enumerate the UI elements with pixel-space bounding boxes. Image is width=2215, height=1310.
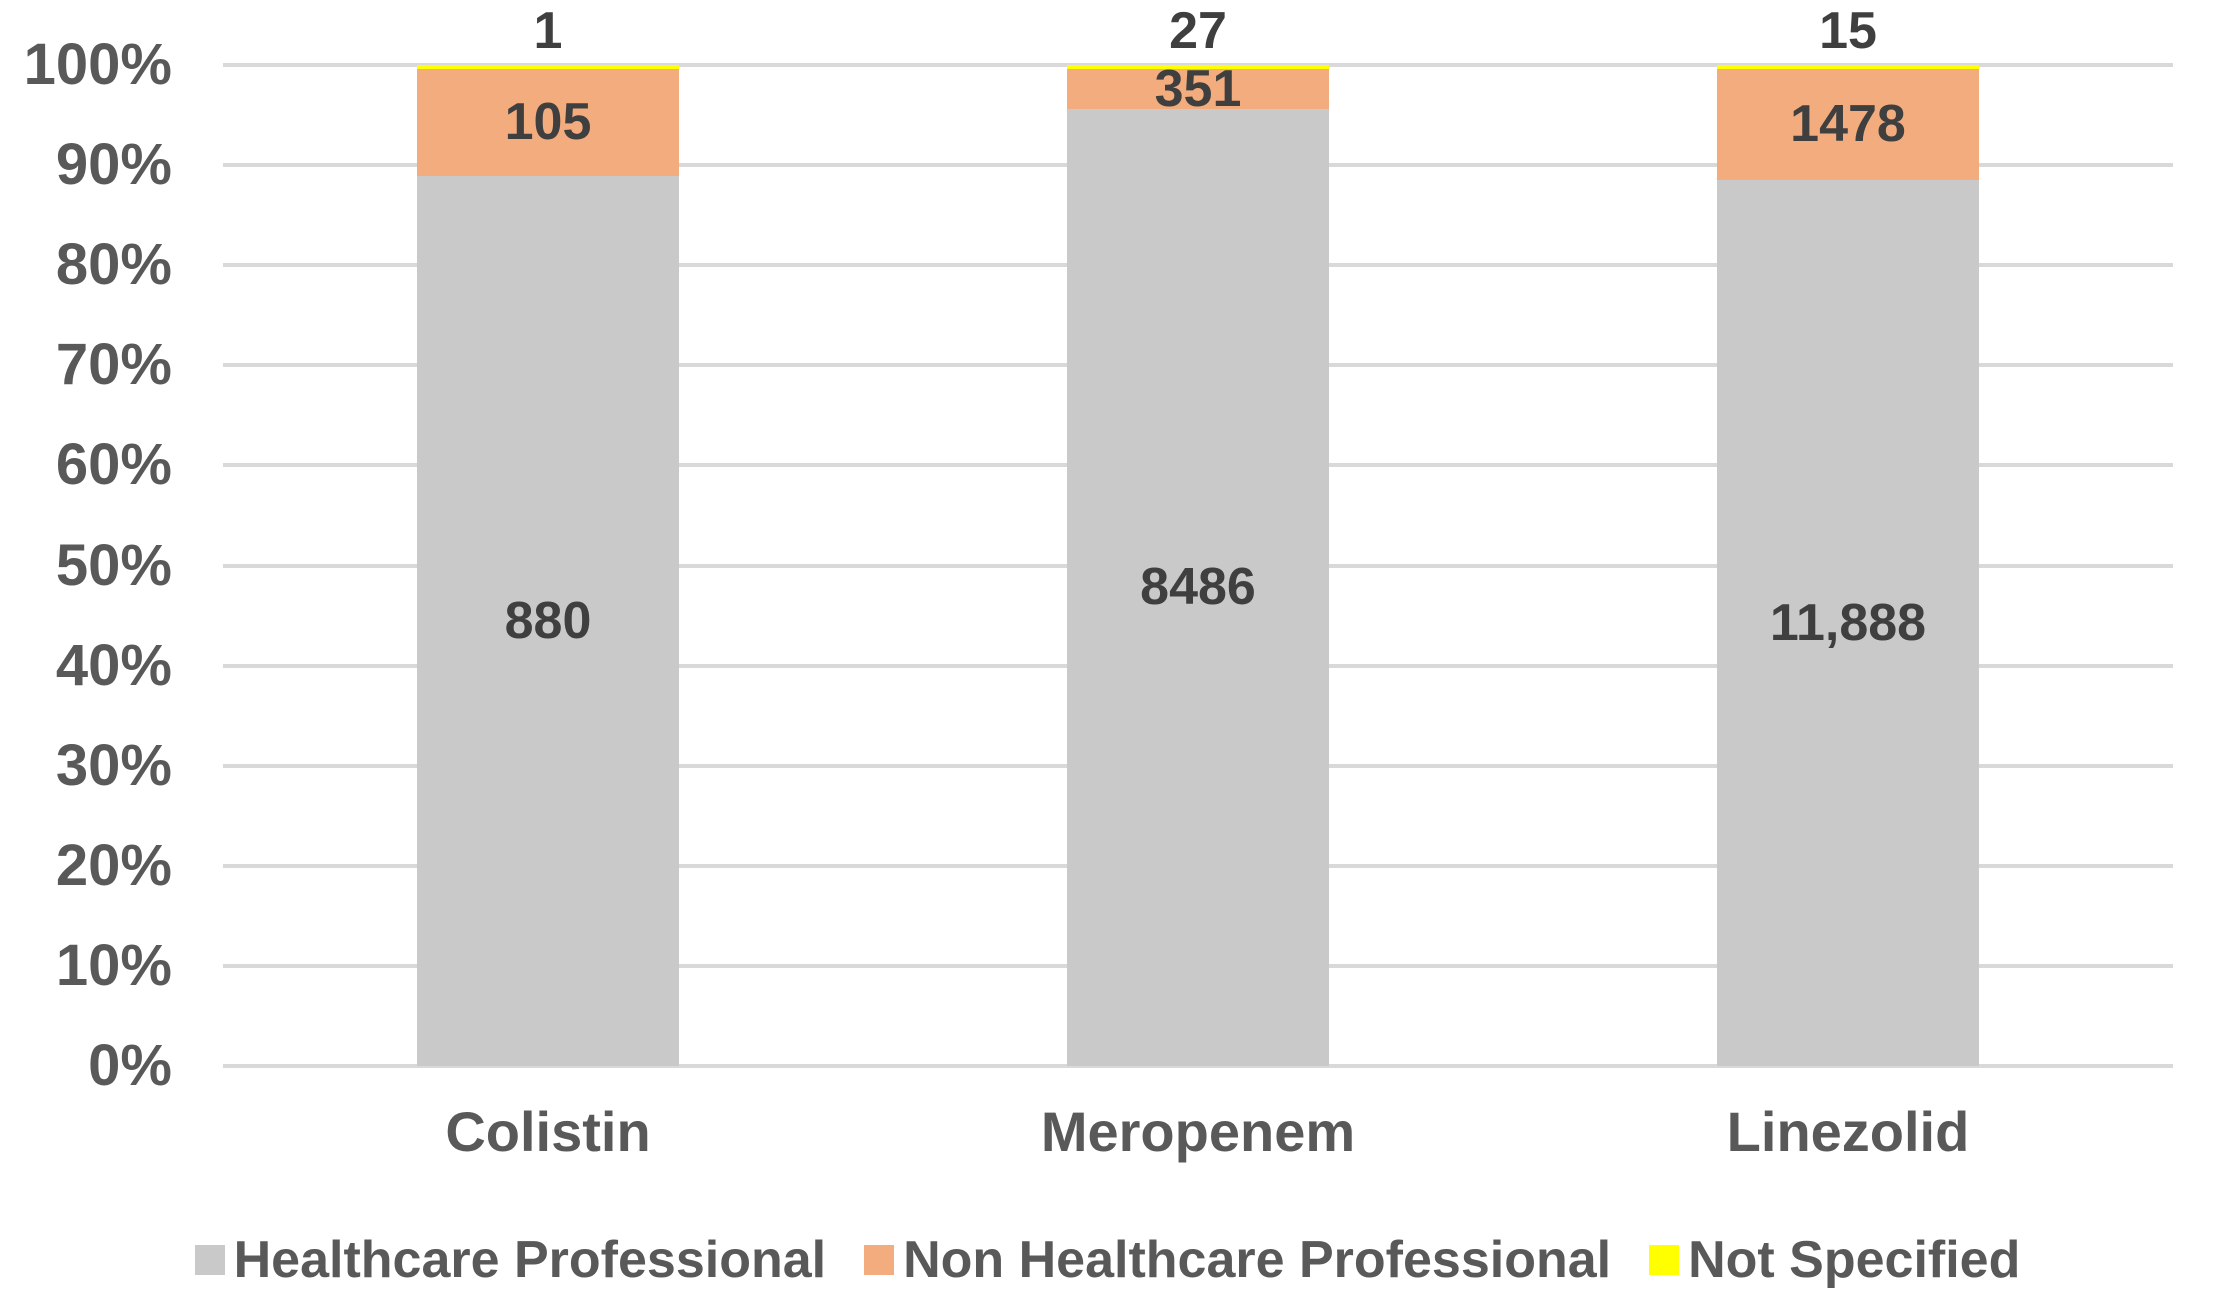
data-label-healthcare-professional: 8486	[1140, 558, 1256, 617]
y-tick-label-50: 50%	[55, 532, 172, 598]
gridline-0	[223, 1064, 2173, 1068]
y-tick-label-10: 10%	[55, 932, 172, 998]
y-tick-label-40: 40%	[55, 632, 172, 698]
y-tick-label-80: 80%	[55, 232, 172, 298]
data-label-healthcare-professional: 11,888	[1769, 593, 1927, 652]
legend-swatch-not-specified	[1649, 1245, 1680, 1275]
outside-data-label-not-specified: 27	[1169, 2, 1227, 60]
segment-not-specified	[417, 65, 679, 69]
bar-colistin: 105 880 1	[417, 3, 679, 1066]
segment-healthcare-professional: 880	[417, 175, 679, 1066]
legend-swatch-non-healthcare-professional	[864, 1245, 895, 1275]
y-tick-label-70: 70%	[55, 332, 172, 398]
category-label-linezolid: Linezolid	[1726, 1100, 1970, 1163]
y-tick-label-60: 60%	[55, 432, 172, 498]
data-label-non-healthcare-professional: 1478	[1790, 95, 1906, 154]
legend-item-non-healthcare-professional: Non Healthcare Professional	[864, 1230, 1611, 1290]
plot-area: 105 880 1 351 8486 27 1478 11,888 15	[223, 3, 2173, 1068]
segment-non-healthcare-professional: 105	[417, 69, 679, 176]
data-label-healthcare-professional: 880	[504, 591, 592, 650]
outside-data-label-not-specified: 1	[533, 2, 563, 60]
data-label-non-healthcare-professional: 351	[1154, 59, 1242, 118]
legend-label-healthcare-professional: Healthcare Professional	[233, 1231, 827, 1289]
segment-not-specified	[1717, 65, 1979, 69]
legend-label-non-healthcare-professional: Non Healthcare Professional	[903, 1231, 1612, 1289]
segment-healthcare-professional: 11,888	[1717, 179, 1979, 1066]
category-label-colistin: Colistin	[445, 1100, 651, 1163]
segment-non-healthcare-professional: 1478	[1717, 69, 1979, 180]
segment-healthcare-professional: 8486	[1067, 108, 1329, 1066]
data-label-non-healthcare-professional: 105	[504, 93, 592, 152]
segment-non-healthcare-professional: 351	[1067, 60, 1329, 118]
legend-item-healthcare-professional: Healthcare Professional	[194, 1230, 827, 1290]
segment-not-specified	[1067, 65, 1329, 69]
category-label-meropenem: Meropenem	[1040, 1100, 1356, 1163]
y-tick-label-30: 30%	[55, 732, 172, 798]
legend-swatch-healthcare-professional	[194, 1245, 225, 1275]
legend-label-not-specified: Not Specified	[1688, 1231, 2021, 1289]
y-tick-label-0: 0%	[88, 1033, 172, 1098]
bar-meropenem: 351 8486 27	[1067, 3, 1329, 1066]
legend: Healthcare Professional Non Healthcare Pr…	[0, 1224, 2215, 1296]
y-tick-label-90: 90%	[55, 132, 172, 198]
outside-data-label-not-specified: 15	[1819, 2, 1877, 60]
y-tick-label-20: 20%	[55, 832, 172, 898]
legend-item-not-specified: Not Specified	[1649, 1230, 2020, 1290]
bar-linezolid: 1478 11,888 15	[1717, 3, 1979, 1066]
y-tick-label-100: 100%	[23, 32, 172, 97]
